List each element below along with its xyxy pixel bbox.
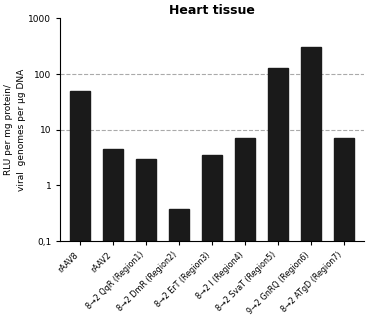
Bar — [169, 209, 189, 320]
Bar — [136, 159, 156, 320]
Bar — [235, 139, 255, 320]
Bar — [103, 149, 123, 320]
Title: Heart tissue: Heart tissue — [169, 4, 255, 17]
Bar — [301, 47, 321, 320]
Bar — [268, 68, 288, 320]
Bar — [334, 139, 354, 320]
Bar — [70, 91, 90, 320]
Bar — [202, 155, 222, 320]
Y-axis label: RLU per mg protein/
viral  genomes per μg DNA: RLU per mg protein/ viral genomes per μg… — [4, 69, 26, 191]
